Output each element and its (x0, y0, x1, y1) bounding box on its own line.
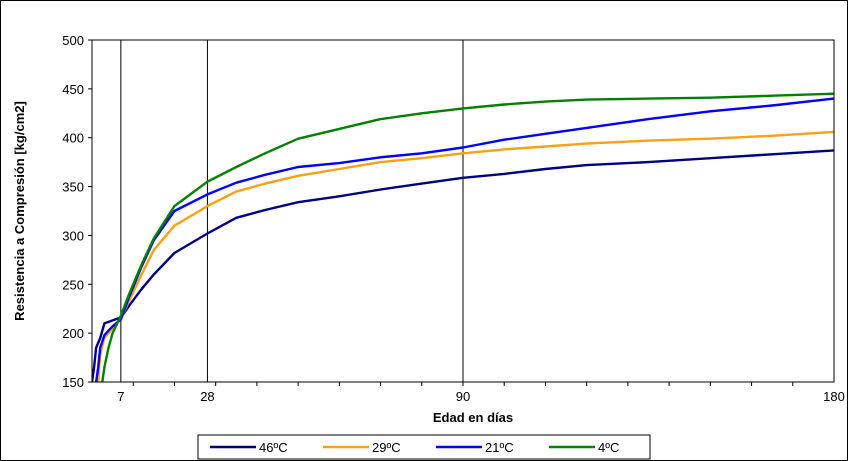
y-axis-title: Resistencia a Compresión [kg/cm2] (12, 101, 27, 321)
legend-label: 4ºC (598, 440, 619, 455)
y-tick-labels: 150 200 250 300 350 400 450 500 (62, 33, 92, 390)
x-tick-label: 180 (823, 389, 845, 404)
y-tick-label: 350 (62, 180, 84, 195)
y-tick-label: 500 (62, 33, 84, 48)
y-tick-label: 150 (62, 375, 84, 390)
series-line-1 (97, 130, 834, 382)
x-tick-label: 7 (117, 389, 124, 404)
legend: 46ºC 29ºC 21ºC 4ºC (197, 434, 651, 460)
series-line-3 (101, 92, 834, 382)
y-tick-label: 300 (62, 228, 84, 243)
grid-layer (120, 40, 835, 386)
series-layer (92, 92, 834, 382)
x-tick-labels: 7 28 90 180 (117, 389, 845, 404)
legend-label: 29ºC (372, 440, 401, 455)
y-tick-label: 200 (62, 326, 84, 341)
x-tick-label: 28 (200, 389, 214, 404)
legend-label: 46ºC (259, 440, 288, 455)
plot-area-border (91, 39, 835, 383)
y-tick-label: 250 (62, 277, 84, 292)
series-line-2 (94, 97, 834, 382)
y-tick-label: 400 (62, 131, 84, 146)
x-axis-title: Edad en días (433, 410, 513, 425)
x-tick-label: 90 (456, 389, 470, 404)
legend-label: 21ºC (485, 440, 514, 455)
series-line-0 (92, 149, 834, 382)
y-tick-label: 450 (62, 82, 84, 97)
